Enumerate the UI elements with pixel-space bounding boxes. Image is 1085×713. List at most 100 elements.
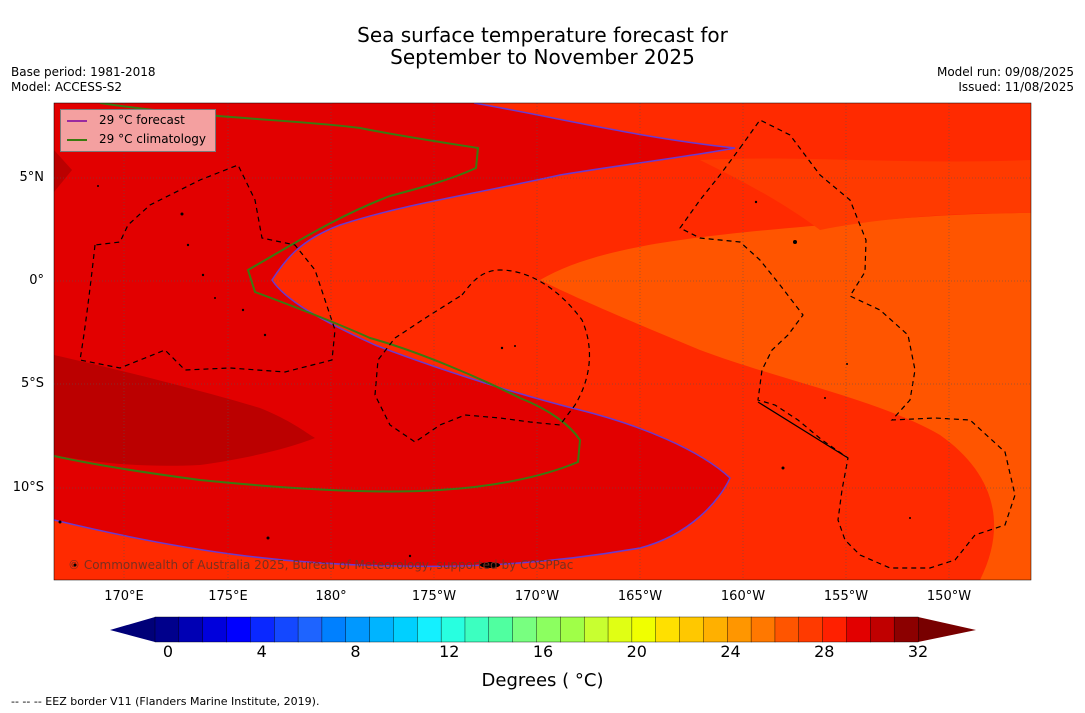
lat-label: 10°S [12, 480, 44, 495]
meta-left: Base period: 1981-2018 Model: ACCESS-S2 [11, 65, 156, 95]
island [186, 243, 190, 247]
colorbar-tick-label: 4 [256, 642, 267, 661]
colorbar-swatch [679, 616, 704, 643]
island [97, 185, 99, 187]
colorbar-swatch [846, 616, 871, 643]
legend-climatology-line [67, 139, 87, 141]
colorbar-swatch [440, 616, 466, 643]
lon-label: 175°W [411, 589, 457, 604]
legend-forecast-line [67, 120, 87, 122]
colorbar-min-arrow [110, 617, 155, 642]
lat-label: 5°S [20, 376, 44, 391]
colorbar-max-arrow [918, 617, 976, 642]
island [58, 520, 62, 524]
island [781, 466, 785, 470]
colorbar-swatch [750, 616, 776, 643]
colorbar-swatch [369, 616, 394, 643]
colorbar-swatch [870, 616, 895, 643]
colorbar-swatch [798, 616, 824, 643]
base-period: Base period: 1981-2018 [11, 65, 156, 79]
colorbar-tick-label: 12 [439, 642, 460, 661]
eez-border-tuvalu [79, 164, 336, 373]
island [73, 563, 77, 567]
lon-label: 175°E [208, 589, 248, 604]
colorbar-swatch [345, 616, 371, 643]
island [263, 333, 267, 337]
eez-border-solid [757, 401, 849, 459]
eez-border-kiribati-line [679, 119, 1016, 569]
island [241, 308, 245, 312]
lon-label: 170°W [514, 589, 560, 604]
island [846, 363, 848, 365]
colorbar-swatch [512, 616, 537, 643]
chart-title-line2: September to November 2025 [390, 45, 695, 69]
colorbar-swatch [250, 616, 275, 643]
map-legend: 29 °C forecast 29 °C climatology [60, 109, 216, 152]
colorbar-swatch [297, 616, 323, 643]
colorbar-swatch [417, 616, 442, 643]
sst-region-30-31-north [54, 150, 72, 192]
colorbar-swatch [560, 616, 585, 643]
islands [58, 185, 911, 568]
lon-label: 180° [315, 589, 347, 604]
colorbar-swatch [703, 616, 728, 643]
island [180, 212, 184, 216]
lon-label: 170°E [104, 589, 144, 604]
island [793, 240, 797, 244]
colorbar-tick-label: 0 [162, 642, 174, 661]
lon-label: 150°W [926, 589, 972, 604]
lon-label: 165°W [617, 589, 663, 604]
island [408, 554, 412, 558]
colorbar-tick-label: 20 [626, 642, 647, 661]
model-run-date: Model run: 09/08/2025 [936, 65, 1074, 79]
colorbar-swatch [274, 616, 299, 643]
colorbar-swatch [583, 616, 609, 643]
island [214, 297, 216, 299]
colorbar-swatch [774, 616, 800, 643]
colorbar-swatch [488, 616, 514, 643]
sst-region-27-28 [540, 213, 1031, 580]
gridlines [54, 103, 1031, 580]
colorbar-swatch [464, 616, 490, 643]
colorbar-swatch [393, 616, 418, 643]
island [266, 536, 270, 540]
colorbar-title: Degrees ( °C) [481, 670, 604, 691]
legend-forecast-label: 29 °C forecast [99, 113, 185, 127]
colorbar-swatch [822, 616, 847, 643]
lat-label: 0° [29, 273, 44, 288]
map-frame [53, 102, 1032, 581]
colorbar-swatch [893, 616, 919, 643]
meta-right: Model run: 09/08/2025 Issued: 11/08/2025 [937, 65, 1074, 95]
colorbar-tick-label: 28 [814, 642, 835, 661]
climatology-29c-contour [54, 103, 582, 493]
colorbar-swatch [226, 616, 251, 643]
chart-title-line1: Sea surface temperature forecast for [357, 23, 728, 47]
eez-borders [79, 119, 1016, 569]
colorbar-tick-label: 16 [532, 642, 554, 661]
colorbar-swatch [536, 616, 561, 643]
colorbar-swatch [178, 616, 204, 643]
legend-climatology-label: 29 °C climatology [99, 132, 207, 146]
island-samoa [480, 562, 500, 568]
island [909, 517, 911, 519]
island [514, 345, 516, 347]
lat-label: 5°N [19, 170, 45, 185]
sst-region-30-31-south [54, 355, 315, 466]
model-name: Model: ACCESS-S2 [11, 80, 123, 94]
lon-label: 155°W [823, 589, 869, 604]
colorbar-tick-label: 24 [720, 642, 741, 661]
colorbar-swatch [321, 616, 347, 643]
forecast-29c-contour [54, 103, 736, 568]
eez-border-tokelau [374, 269, 591, 443]
island [824, 397, 826, 399]
colorbar-tick-label: 8 [350, 642, 361, 661]
sst-field [54, 103, 1031, 580]
eez-footer-note: -- -- -- EEZ border V11 (Flanders Marine… [11, 695, 320, 708]
island [754, 200, 758, 204]
island [500, 346, 504, 350]
sst-region-north [700, 158, 1031, 230]
colorbar-swatch [655, 616, 681, 643]
lon-label: 160°W [720, 589, 766, 604]
colorbar-tick-label: 32 [907, 642, 929, 661]
